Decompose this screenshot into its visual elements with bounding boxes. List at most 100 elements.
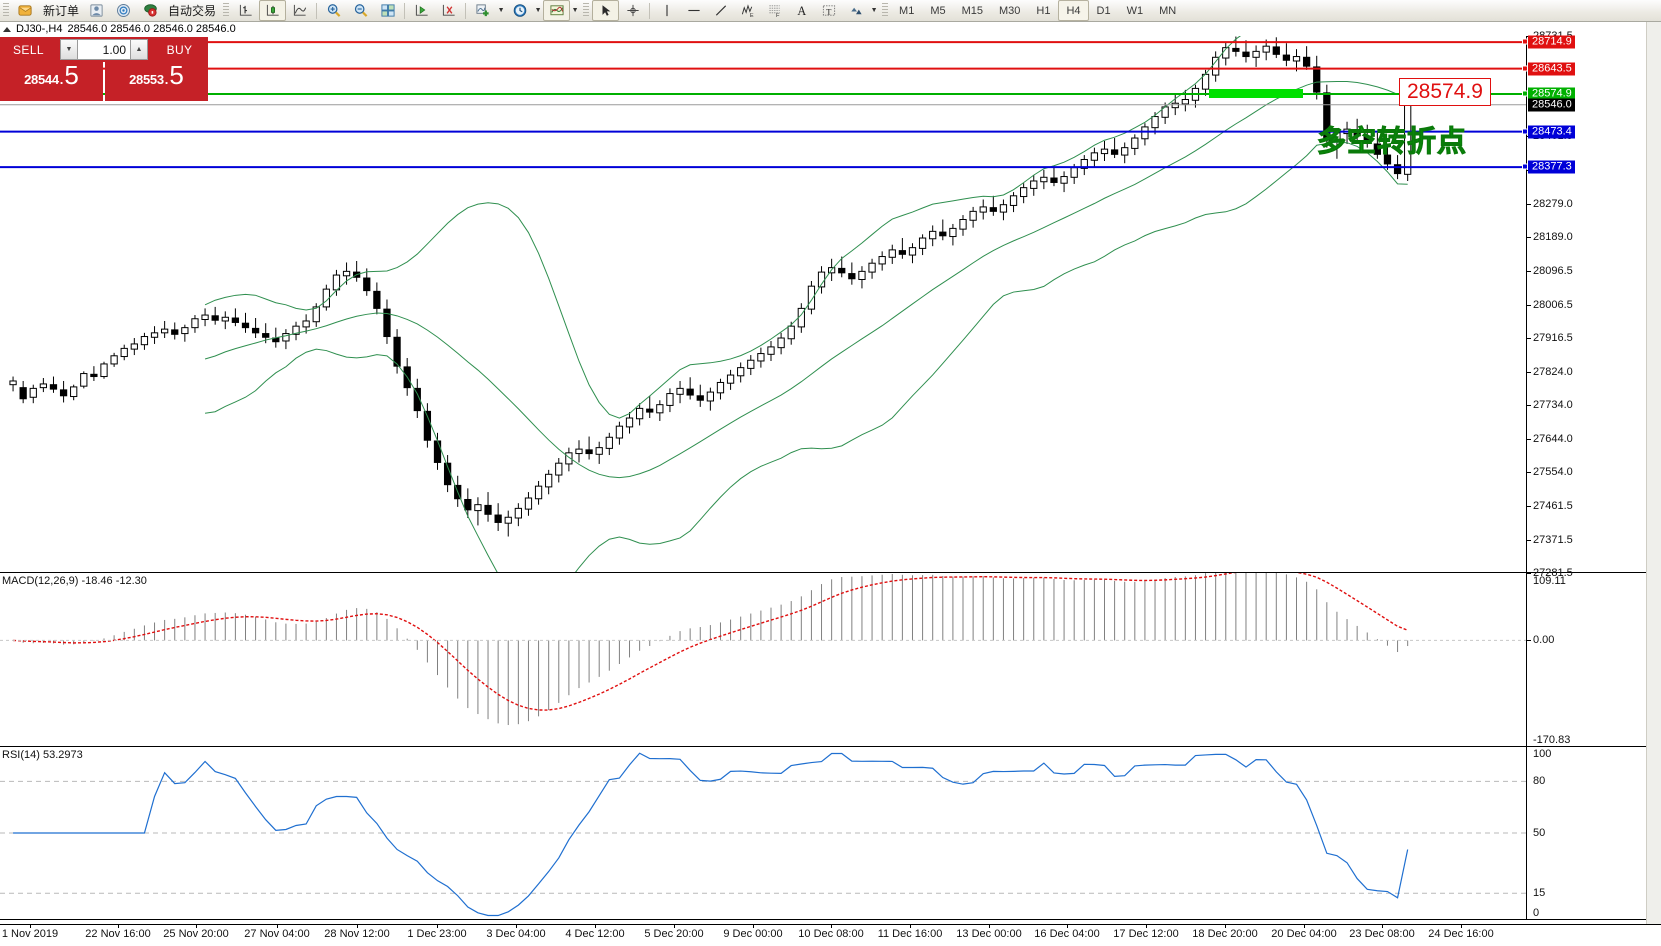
market-watch-icon[interactable]: [110, 0, 137, 21]
timeframe-d1[interactable]: D1: [1089, 0, 1119, 21]
time-label: 9 Dec 00:00: [723, 928, 782, 940]
shapes-icon[interactable]: [842, 0, 869, 21]
trendline-icon[interactable]: [707, 0, 734, 21]
macd-tick: 0.00: [1533, 634, 1554, 646]
fibonacci-icon[interactable]: F: [761, 0, 788, 21]
toolbar-divider-4: [649, 3, 650, 19]
time-label: 4 Dec 12:00: [565, 928, 624, 940]
highlight-rectangle[interactable]: [1209, 89, 1303, 98]
indicators-icon[interactable]: [469, 0, 496, 21]
sell-price[interactable]: 28544 . 5: [0, 62, 103, 101]
text-icon[interactable]: A: [788, 0, 815, 21]
price-tick: 27734.0: [1533, 399, 1573, 411]
volume-up-icon[interactable]: ▲: [130, 39, 148, 60]
price-level-chip[interactable]: 28643.5: [1528, 62, 1575, 75]
svg-text:F: F: [775, 13, 779, 18]
toolbar-grip-3[interactable]: [583, 3, 589, 18]
volume-stepper[interactable]: ▼ 1.00 ▲: [57, 37, 151, 62]
autotrade-icon[interactable]: [137, 0, 164, 21]
timeframe-h1[interactable]: H1: [1028, 0, 1058, 21]
macd-tick: -170.83: [1533, 734, 1570, 746]
price-callout-box[interactable]: 28574.9: [1399, 78, 1491, 106]
crosshair-icon[interactable]: [619, 0, 646, 21]
cursor-icon[interactable]: [592, 0, 619, 21]
timeframe-m30[interactable]: M30: [991, 0, 1028, 21]
toolbar-grip-2[interactable]: [223, 3, 229, 18]
toolbar-grip-4[interactable]: [882, 3, 888, 18]
sell-price-sep: .: [60, 72, 64, 87]
zoom-in-icon[interactable]: [320, 0, 347, 21]
price-level-chip[interactable]: 28473.4: [1528, 125, 1575, 138]
sell-button[interactable]: SELL: [0, 37, 57, 62]
tile-windows-icon[interactable]: [374, 0, 401, 21]
templates-icon[interactable]: [543, 0, 570, 21]
time-label: 24 Dec 16:00: [1428, 928, 1493, 940]
time-label: 25 Nov 20:00: [163, 928, 228, 940]
time-label: 1 Nov 2019: [2, 928, 58, 940]
elliott-wave-icon[interactable]: E: [734, 0, 761, 21]
autotrade-label[interactable]: 自动交易: [164, 2, 220, 19]
buy-price[interactable]: 28553 . 5: [105, 62, 208, 101]
price-tick: 27824.0: [1533, 366, 1573, 378]
shift-end-icon[interactable]: [408, 0, 435, 21]
one-click-trading-panel[interactable]: SELL ▼ 1.00 ▲ BUY 28544 . 5 28553 . 5: [0, 37, 208, 101]
price-tick: 27461.5: [1533, 500, 1573, 512]
text-label-icon[interactable]: T: [815, 0, 842, 21]
chevron-down-icon-4[interactable]: ▼: [869, 1, 879, 20]
profile-icon[interactable]: [83, 0, 110, 21]
rsi-tick: 100: [1533, 748, 1551, 760]
rsi-label: RSI(14) 53.2973: [2, 749, 83, 761]
rsi-tick: 0: [1533, 907, 1539, 919]
svg-text:E: E: [749, 13, 753, 18]
time-label: 13 Dec 00:00: [956, 928, 1021, 940]
toolbar-divider-2: [404, 3, 405, 19]
timeframe-m1[interactable]: M1: [891, 0, 922, 21]
period-icon[interactable]: [506, 0, 533, 21]
zoom-out-icon[interactable]: [347, 0, 374, 21]
volume-down-icon[interactable]: ▼: [60, 39, 78, 60]
timeframe-w1[interactable]: W1: [1119, 0, 1152, 21]
chevron-down-icon-2[interactable]: ▼: [533, 1, 543, 20]
oct-top-row: SELL ▼ 1.00 ▲ BUY: [0, 37, 208, 62]
toolbar-grip[interactable]: [3, 3, 9, 18]
buy-button[interactable]: BUY: [151, 37, 208, 62]
vertical-scrollbar[interactable]: [1646, 22, 1661, 924]
timeframe-m5[interactable]: M5: [922, 0, 953, 21]
horizontal-line-icon[interactable]: [680, 0, 707, 21]
sell-price-int: 28544: [24, 72, 59, 87]
main-toolbar: 新订单 自动交易 ▼ ▼ ▼: [0, 0, 1661, 22]
collapse-icon[interactable]: [3, 27, 11, 32]
time-label: 5 Dec 20:00: [644, 928, 703, 940]
timeframe-h4[interactable]: H4: [1058, 0, 1088, 21]
timeframe-mn[interactable]: MN: [1151, 0, 1184, 21]
price-level-chip[interactable]: 28377.3: [1528, 161, 1575, 174]
macd-plot[interactable]: [0, 573, 1526, 746]
price-level-chip[interactable]: 28546.0: [1528, 98, 1575, 111]
new-order-icon[interactable]: [12, 0, 39, 21]
price-axis[interactable]: 28731.528646.028461.528371.028279.028189…: [1527, 36, 1661, 572]
turning-point-annotation[interactable]: 多空转折点: [1317, 118, 1467, 160]
price-plot[interactable]: [0, 36, 1526, 572]
bar-chart-icon[interactable]: [232, 0, 259, 21]
timeframe-m15[interactable]: M15: [954, 0, 991, 21]
chevron-down-icon[interactable]: ▼: [496, 1, 506, 20]
rsi-tick: 50: [1533, 827, 1545, 839]
vertical-line-icon[interactable]: [653, 0, 680, 21]
volume-input[interactable]: 1.00: [78, 39, 130, 60]
auto-scroll-icon[interactable]: [435, 0, 462, 21]
rsi-plot[interactable]: [0, 747, 1526, 919]
buy-price-int: 28553: [129, 72, 164, 87]
svg-text:T: T: [826, 6, 831, 16]
chart-header: DJ30-,H4 28546.0 28546.0 28546.0 28546.0: [0, 22, 1661, 36]
candle-chart-icon[interactable]: [259, 0, 286, 21]
new-order-label[interactable]: 新订单: [39, 2, 83, 19]
price-level-chip[interactable]: 28714.9: [1528, 36, 1575, 49]
price-pane[interactable]: 28731.528646.028461.528371.028279.028189…: [0, 36, 1661, 573]
line-chart-icon[interactable]: [286, 0, 313, 21]
chevron-down-icon-3[interactable]: ▼: [570, 1, 580, 20]
